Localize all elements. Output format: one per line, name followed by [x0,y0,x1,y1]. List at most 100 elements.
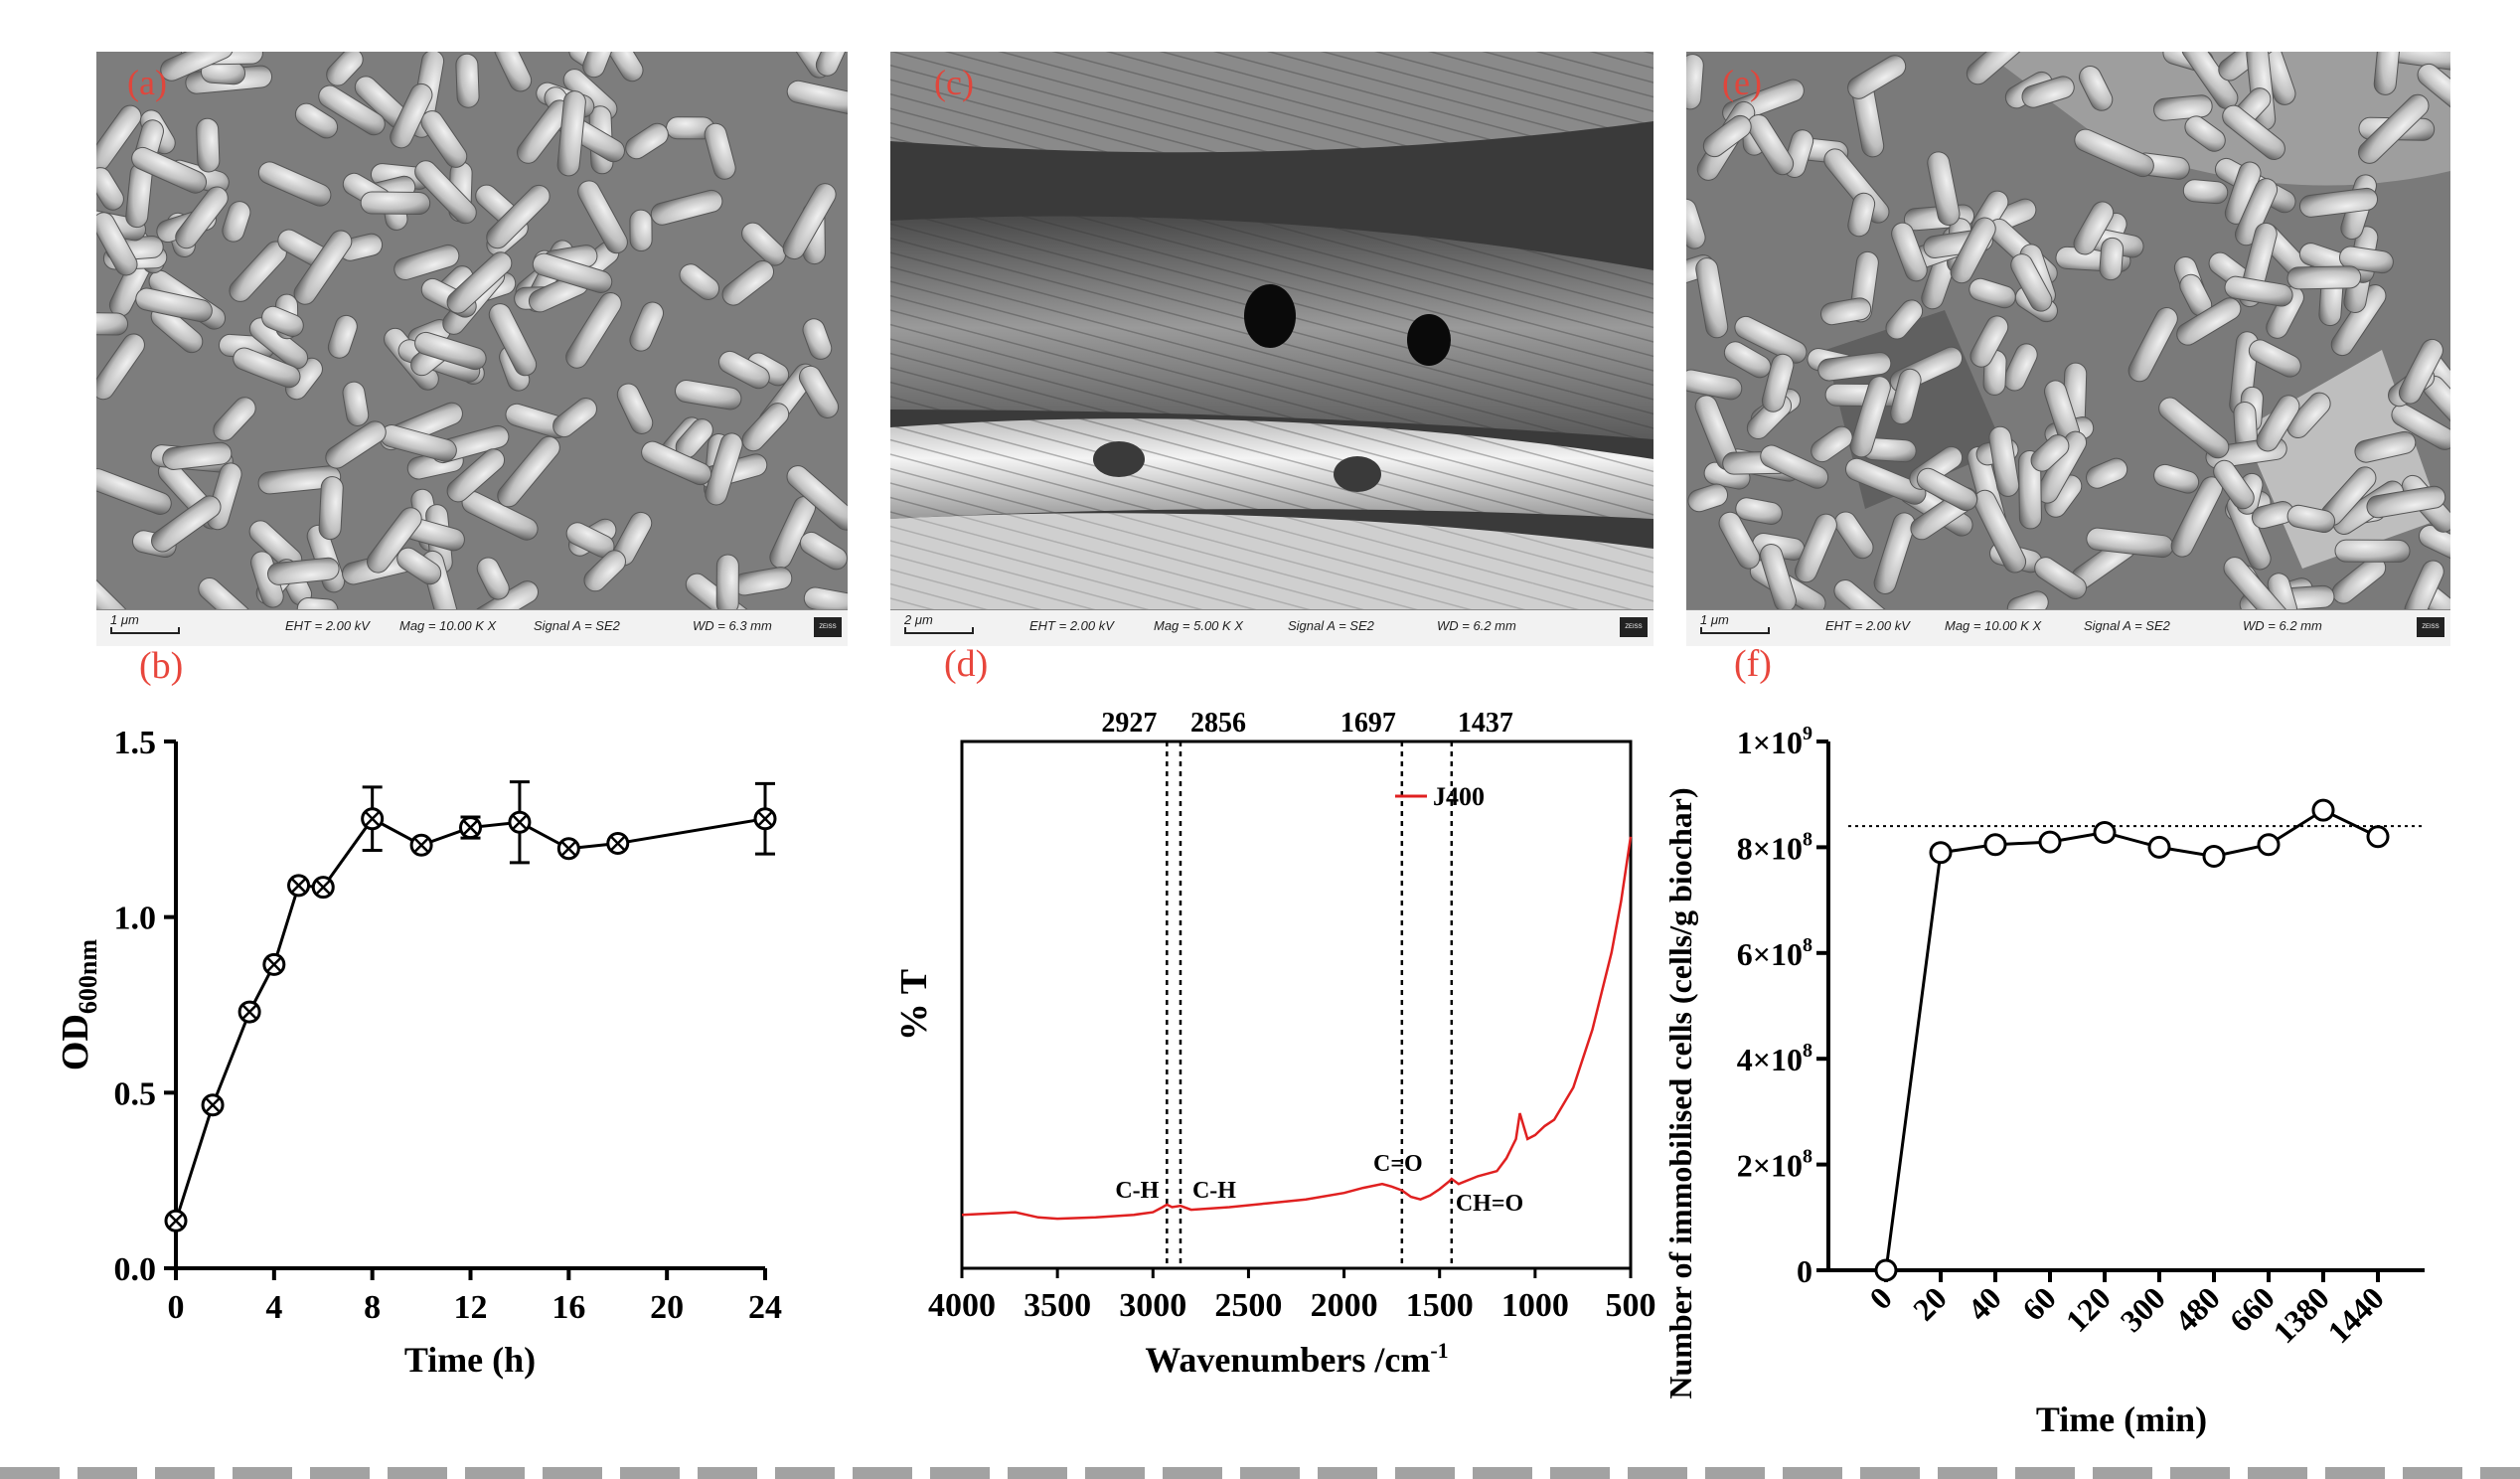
bacterium-rod [2078,66,2114,111]
bacterium-rod [294,102,339,139]
sem-info-bar-e: 1 μm EHT = 2.00 kV Mag = 10.00 K X Signa… [1686,609,2450,646]
y-tick-label: 1×109 [1737,723,1812,760]
bacterium-rod [2404,560,2444,610]
bacterium-rod [679,263,720,300]
point-cross [512,814,528,831]
data-point [1929,841,1953,865]
y-tick-label: 0.0 [114,1251,157,1288]
bacterium-rod [1817,352,1892,382]
bacterium-rod [2099,237,2125,281]
wd-label: WD = 6.2 mm [1437,618,1516,633]
bacterium-rod [446,448,506,503]
bacterium-rod [131,146,208,194]
scale-label: 1 μm [1700,612,1729,627]
panel-label-b: (b) [139,645,184,687]
bacterium-rod [802,318,833,360]
x-tick-label: 8 [364,1289,381,1326]
bacterium-rod [2176,297,2242,346]
bacterium-rod [1833,511,1874,560]
x-tick-label: 16 [551,1289,585,1326]
sem-info-bar-c: 2 μm EHT = 2.00 kV Mag = 5.00 K X Signal… [890,609,1654,646]
bacterium-rod [327,314,358,359]
data-point [2366,825,2390,849]
bacterium-rod [1760,444,1829,489]
bacterium-rod [446,251,513,314]
bacterium-rod [583,550,626,592]
peak-marker-label: 1437 [1458,708,1513,739]
bacterium-rod [532,252,613,293]
x-tick-label: 1500 [1406,1287,1474,1324]
peak-marker-label: 1697 [1340,708,1396,739]
x-tick-label: 4000 [928,1287,996,1324]
bacterium-rod [414,331,487,371]
bacterium-rod [2256,395,2300,452]
bacterium-rod [1734,315,1808,364]
bacterium-rod [1950,217,1996,284]
bacterium-rod [396,547,442,585]
signal-label: Signal A = SE2 [1288,618,1374,633]
x-tick-label: 480 [2168,1279,2227,1338]
bacterium-rod [1747,114,1795,176]
point-cross [609,835,626,852]
band-annotation: C-H [1192,1178,1236,1204]
x-tick-label: 1000 [1501,1287,1569,1324]
chart-d-axes [960,740,1633,1270]
data-point [287,874,311,898]
bacterium-rod [96,312,129,336]
bacterium-rod [1686,369,1743,401]
bacterium-rod [2248,339,2301,378]
bacterium-rod [497,435,560,508]
bacterium-rod [741,222,787,266]
eht-label: EHT = 2.00 kV [1029,618,1114,633]
bacterium-rod [325,420,387,469]
data-point [459,816,482,840]
bacterium-rod [1969,315,2009,368]
bacterium-rod [1873,512,1916,594]
point-cross [364,810,381,827]
bacterium-rod [96,468,172,515]
x-tick-label: 1380 [2266,1279,2336,1350]
zeiss-logo: ZEISS [1620,617,1648,637]
bacterium-rod [257,161,332,207]
data-point [2311,798,2335,822]
panel-label-e: (e) [1722,63,1762,102]
x-tick-label: 1440 [2320,1279,2391,1350]
bacterium-rod [162,441,233,470]
point-cross [315,879,332,896]
figure-caption-cropped [0,1453,2520,1479]
bacterium-rod [257,465,342,495]
chart-d-legend-label: J400 [1433,782,1485,811]
bacterium-rod [2354,430,2417,463]
bacterium-rod [2213,459,2255,510]
bacterium-rod [2018,449,2042,530]
point-cross [757,810,773,827]
x-tick-label: 0 [168,1289,185,1326]
y-tick-label: 1.5 [114,725,157,761]
bacterium-rod [1988,425,2020,497]
bacterium-rod [2286,392,2331,438]
bacterium-rod [96,212,138,276]
data-point [606,831,630,855]
bacterium-rod [2182,179,2229,205]
panel-label-f: (f) [1734,643,1772,685]
bacterium-rod [318,476,344,541]
data-point [2202,844,2226,868]
chart-d-ticks: 4000 3500 3000 2500 2000 1500 1000 500 [928,1268,1656,1324]
bacterium-rod [96,570,128,610]
bacterium-rod [261,305,304,337]
bacterium-rod [1885,299,1924,340]
data-point [201,1093,225,1117]
bacterium-rod [2074,128,2154,178]
bacterium-rod [552,398,597,438]
bacterium-rod [135,287,213,323]
bacterium-rod [721,259,775,306]
x-tick-label: 20 [650,1289,684,1326]
mag-label: Mag = 10.00 K X [399,618,497,633]
panel-label-a: (a) [127,63,167,102]
bacterium-rod [1969,277,2016,309]
point-cross [205,1096,221,1113]
bacterium-rod [1702,114,1752,158]
signal-label: Signal A = SE2 [534,618,620,633]
chart-d-xlabel: Wavenumbers /cm-1 [1145,1338,1448,1380]
x-tick-label: 20 [1906,1279,1954,1327]
